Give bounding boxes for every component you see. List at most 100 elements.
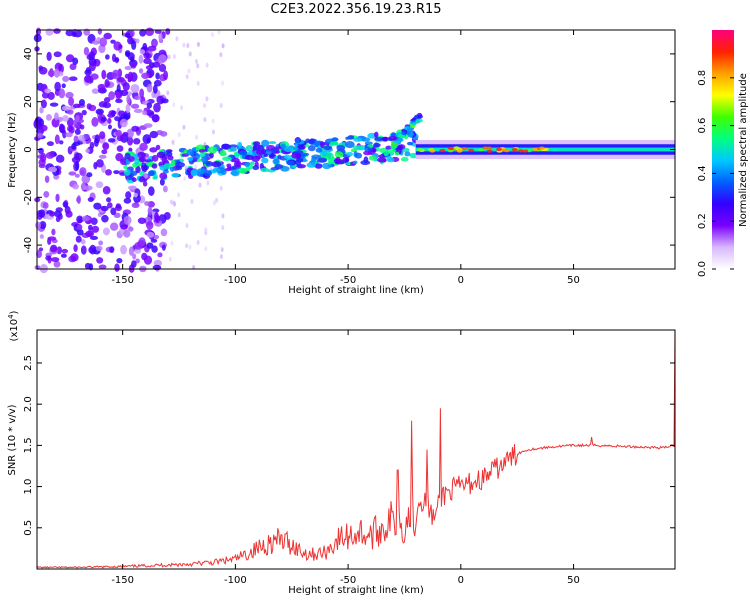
chart-title: C2E3.2022.356.19.23.R15: [270, 2, 442, 17]
spectrogram-cell: [231, 169, 240, 177]
spectrogram-cell: [95, 245, 103, 252]
spectrogram-cell: [221, 225, 225, 231]
spectrogram-cell: [142, 110, 148, 116]
spectrogram-cell: [182, 42, 186, 48]
spectrogram-cell: [280, 143, 286, 149]
spectrogram-cell: [125, 191, 132, 199]
spectrogram-cell: [69, 63, 77, 71]
spectrogram-cell: [170, 159, 176, 167]
spectrogram-cell: [139, 29, 147, 37]
spectrogram-cell: [400, 156, 409, 162]
spectrogram-cell: [374, 131, 379, 138]
spectrogram-cell: [44, 88, 52, 94]
spectrogram-cell: [397, 137, 404, 142]
spectrogram-cell: [412, 121, 417, 126]
spectrogram-cell: [144, 201, 150, 206]
spectrogram-cell: [109, 222, 119, 231]
spectrogram-cell: [93, 137, 99, 147]
spectrogram-cell: [127, 185, 137, 190]
exponent-base: (x10: [9, 319, 20, 342]
spectrogram-cell: [131, 40, 137, 51]
spectrogram-cell: [229, 146, 237, 152]
spectrogram-cell: [274, 150, 280, 154]
spectrogram-cell: [79, 167, 87, 177]
spectrogram-cell: [54, 81, 61, 92]
spectrogram-cell: [91, 40, 100, 45]
y-tick-label: -40: [23, 237, 34, 253]
spectrogram-cell: [163, 212, 171, 220]
spectrogram-cell: [311, 154, 322, 159]
spectrogram-cell: [237, 141, 243, 149]
spectrogram-cell: [300, 152, 310, 156]
spectrogram-cell: [38, 66, 48, 75]
spectrogram-cell: [217, 29, 221, 35]
spectrogram-cell: [111, 69, 120, 80]
spectrogram-cell: [317, 157, 328, 163]
spectrogram-cell: [196, 63, 200, 69]
colorbar-gradient: [712, 30, 734, 269]
spectrogram-cell: [53, 28, 61, 34]
spectrogram-cell: [115, 129, 122, 137]
spectrogram-cell: [146, 231, 155, 238]
spectrogram-cell: [126, 95, 131, 104]
colorbar-tick-label: 0.2: [697, 213, 708, 229]
colorbar: 0.0 0.2 0.4 0.6 0.8 Normalized spectral ampl…: [697, 30, 749, 277]
spectrogram-cell: [53, 51, 62, 58]
spectrogram-cell: [195, 134, 199, 140]
spectrogram-cell: [478, 148, 485, 152]
spectrogram-cell: [40, 152, 47, 163]
spectrogram-cell: [84, 74, 93, 83]
spectrogram-cell: [70, 253, 79, 262]
spectrogram-cell: [142, 134, 152, 144]
spectrogram-cell: [47, 236, 57, 241]
spectrogram-cell: [138, 176, 146, 183]
spectrogram-y-ticks: -40 -20 0 20 40: [23, 48, 675, 253]
spectrogram-cell: [190, 199, 194, 205]
spectrogram-cell: [172, 200, 176, 206]
spectrogram-cell: [252, 165, 260, 171]
spectrogram-cell: [172, 102, 176, 108]
spectrogram-cell: [65, 210, 73, 218]
spectrogram-cell: [124, 50, 131, 57]
spectrogram-cell: [68, 96, 75, 106]
spectrogram-cell: [36, 249, 43, 259]
spectrogram-cell: [152, 84, 158, 94]
spectrogram-cell: [73, 119, 78, 128]
spectrogram-cell: [61, 83, 66, 89]
spectrogram-cell: [98, 240, 104, 246]
spectrogram-cell: [101, 69, 107, 80]
spectrogram-cell: [228, 144, 238, 148]
spectrogram-cell: [137, 151, 146, 159]
snr-panel: -150 -100 -50 0 50 0.5 1.0 1.5 2.0 2.5 Height of…: [7, 310, 676, 596]
snr-y-axis-label: SNR (10 * v/v): [7, 404, 18, 475]
spectrogram-cell: [85, 230, 95, 237]
spectrogram-cell: [185, 243, 189, 249]
y-tick-label: 0.5: [23, 520, 34, 536]
spectrogram-cell: [220, 169, 227, 175]
spectrogram-cell: [58, 140, 64, 145]
spectrogram-cell: [314, 163, 323, 169]
spectrogram-cell: [76, 223, 83, 231]
spectrogram-cell: [207, 146, 218, 154]
spectrogram-cell: [165, 149, 173, 153]
spectrogram-cell: [219, 185, 223, 191]
spectrogram-cell: [307, 145, 316, 152]
spectrogram-cell: [120, 244, 127, 255]
spectrogram-cell: [138, 68, 144, 74]
spectrogram-cell: [81, 109, 87, 116]
spectrogram-cell: [429, 149, 436, 153]
spectrogram-cell: [205, 62, 209, 68]
spectrogram-cell: [283, 145, 294, 153]
spectrogram-cell: [138, 54, 144, 64]
spectrogram-cell: [143, 255, 153, 265]
spectrogram-cell: [511, 147, 518, 152]
spectrogram-cell: [60, 253, 67, 258]
spectrogram-cell: [182, 124, 186, 130]
spectrogram-cell: [346, 151, 354, 157]
spectrogram-cell: [54, 112, 59, 121]
spectrogram-cell: [61, 105, 71, 111]
spectrogram-cell: [88, 51, 96, 61]
spectrogram-cell: [130, 170, 138, 176]
spectrogram-cell: [76, 195, 81, 205]
spectrogram-cell: [210, 32, 214, 38]
